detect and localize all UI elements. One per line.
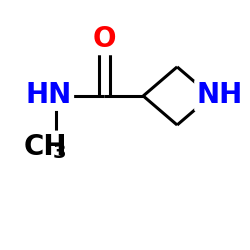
Text: 3: 3 xyxy=(53,143,66,162)
Text: O: O xyxy=(93,25,116,53)
Text: CH: CH xyxy=(24,133,67,161)
Text: NH: NH xyxy=(196,82,243,110)
Text: HN: HN xyxy=(26,81,72,109)
